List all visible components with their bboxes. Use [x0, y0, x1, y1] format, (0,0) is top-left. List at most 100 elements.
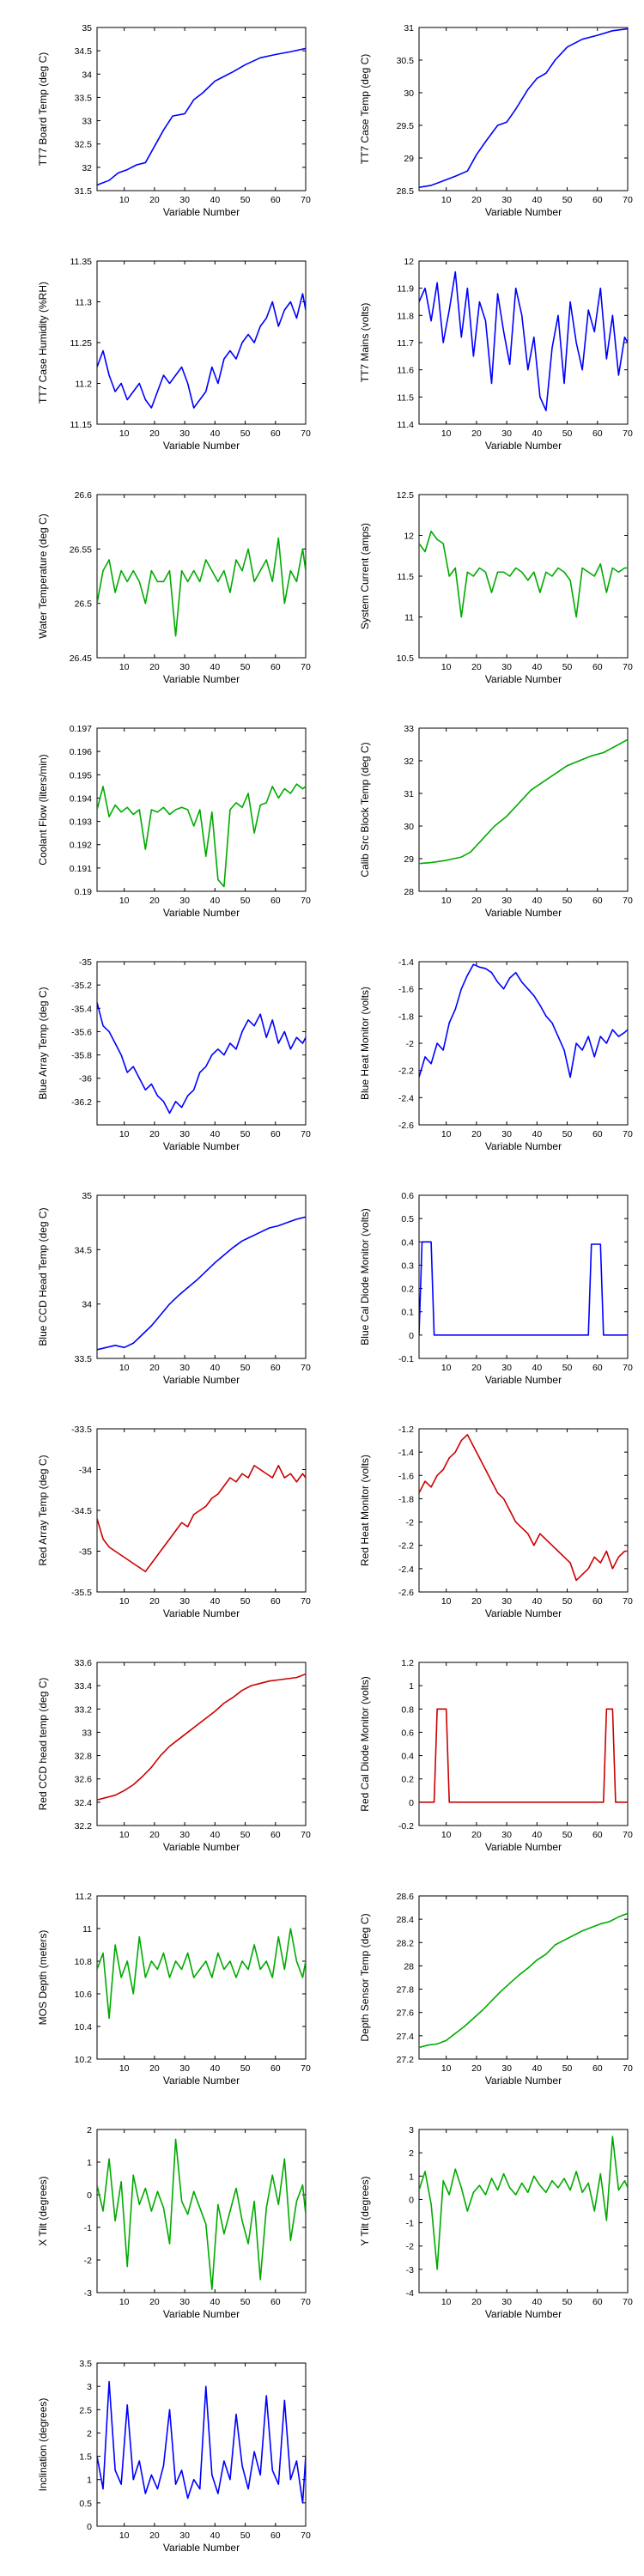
plot-area: [418, 961, 629, 1126]
chart-svg: 10.2 10.4 10.6 10.8 11 11.2 10 20 30 40 50 60 70 Vari…: [37, 1892, 311, 2087]
x-tick-label: 20: [471, 1129, 482, 1139]
chart-svg: -35.5 -35 -34.5 -34 -33.5 10 20 30 40 50 60 70 Varia…: [37, 1425, 311, 1619]
y-tick-label: -35.4: [71, 1004, 92, 1014]
x-tick-label: 10: [119, 1129, 130, 1139]
x-tick-label: 30: [179, 1129, 190, 1139]
chart-svg: 11.4 11.5 11.6 11.7 11.8 11.9 12 10 20 30 40 50 60 70…: [359, 257, 633, 452]
x-tick-label: 60: [270, 1596, 281, 1607]
x-tick-label: 30: [501, 896, 512, 906]
series-line: [419, 270, 628, 411]
x-tick-label: 40: [210, 1596, 221, 1607]
y-tick-label: 0.3: [401, 1261, 414, 1271]
x-tick-label: 40: [210, 195, 221, 205]
x-tick-label: 50: [562, 428, 573, 439]
y-tick-label: 34: [82, 70, 92, 80]
x-tick-label: 40: [532, 428, 543, 439]
x-tick-label: 30: [501, 1596, 512, 1607]
chart-panel: 27.2 27.4 27.6 27.8 28 28.2 28.4 28.6 10 20 30 40 50…: [322, 1868, 644, 2102]
x-tick-label: 20: [149, 2530, 160, 2541]
x-tick-label: 40: [210, 428, 221, 439]
x-tick-label: 60: [270, 1830, 281, 1840]
y-tick-label: -1.6: [398, 985, 414, 995]
x-tick-label: 60: [270, 2063, 281, 2074]
y-axis-label: Y Tilt (degrees): [359, 2176, 371, 2245]
y-tick-label: 35: [82, 23, 92, 33]
x-tick-label: 50: [562, 1129, 573, 1139]
y-tick-label: -2: [406, 1039, 414, 1049]
chart-svg: -0.1 0 0.1 0.2 0.3 0.4 0.5 0.6 10 20 30 40 50 60 70 Var…: [359, 1191, 633, 1386]
y-tick-label: 34: [82, 1300, 92, 1310]
x-tick-label: 70: [301, 428, 311, 439]
x-axis-label: Variable Number: [163, 673, 240, 685]
y-tick-label: -2.4: [398, 1564, 414, 1575]
y-tick-label: 0.1: [401, 1308, 414, 1318]
chart-panel: 31.5 32 32.5 33 33.5 34 34.5 35 10 20 30 40 50 60 70 Va…: [0, 0, 322, 234]
x-tick-label: 40: [532, 1363, 543, 1373]
x-tick-label: 50: [240, 662, 251, 672]
x-axis-label: Variable Number: [163, 1374, 240, 1386]
x-tick-label: 70: [301, 2530, 311, 2541]
x-tick-label: 40: [210, 2063, 221, 2074]
x-tick-label: 60: [270, 428, 281, 439]
y-tick-label: 1: [87, 2158, 92, 2168]
x-tick-label: 70: [623, 428, 633, 439]
x-tick-label: 30: [501, 1830, 512, 1840]
x-tick-label: 30: [501, 662, 512, 672]
series-line: [419, 2136, 628, 2270]
x-tick-label: 10: [119, 428, 130, 439]
chart-panel: -3 -2 -1 0 1 2 10 20 30 40 50 60 70 Variable Number X …: [0, 2102, 322, 2336]
y-axis-label: Water Temperature (deg C): [37, 513, 49, 638]
y-tick-label: 28: [404, 1961, 414, 1971]
y-tick-label: -1: [406, 2219, 414, 2229]
y-tick-label: -2: [406, 1518, 414, 1528]
series-line: [419, 1241, 628, 1336]
y-tick-label: 10.8: [75, 1957, 93, 1967]
x-tick-label: 50: [562, 2297, 573, 2307]
x-tick-label: 70: [301, 896, 311, 906]
y-axis-label: Blue CCD Head Temp (deg C): [37, 1207, 49, 1346]
y-tick-label: -0.1: [398, 1354, 414, 1364]
y-tick-label: 26.55: [70, 544, 92, 555]
series-line: [97, 537, 306, 637]
plot-area: [418, 2129, 629, 2293]
y-tick-label: 1.2: [401, 1658, 414, 1668]
x-tick-label: 40: [532, 1830, 543, 1840]
chart-svg: 26.45 26.5 26.55 26.6 10 20 30 40 50 60 70 Variable…: [37, 490, 311, 685]
x-tick-label: 70: [301, 1830, 311, 1840]
series-line: [419, 530, 628, 618]
y-tick-label: 33.4: [75, 1681, 93, 1692]
x-tick-label: 30: [501, 2063, 512, 2074]
x-tick-label: 50: [562, 1363, 573, 1373]
chart-svg: 28 29 30 31 32 33 10 20 30 40 50 60 70 Variable Numbe…: [359, 724, 633, 919]
y-tick-label: -35.2: [71, 981, 92, 991]
x-tick-label: 70: [301, 662, 311, 672]
y-tick-label: 11.2: [75, 380, 92, 390]
x-tick-label: 20: [471, 662, 482, 672]
x-axis-label: Variable Number: [485, 206, 562, 218]
x-tick-label: 70: [301, 195, 311, 205]
x-tick-label: 60: [592, 2063, 603, 2074]
x-tick-label: 50: [240, 1129, 251, 1139]
x-tick-label: 10: [441, 1129, 452, 1139]
y-tick-label: 33: [82, 117, 92, 127]
plot-area: [96, 27, 307, 191]
x-tick-label: 30: [179, 662, 190, 672]
x-tick-label: 60: [270, 896, 281, 906]
x-tick-label: 30: [501, 428, 512, 439]
y-tick-label: 12: [404, 532, 414, 542]
y-tick-label: 32: [82, 163, 92, 173]
x-tick-label: 30: [179, 428, 190, 439]
y-tick-label: 0: [409, 1331, 414, 1341]
x-tick-label: 40: [532, 195, 543, 205]
y-axis-label: MOS Depth (meters): [37, 1930, 49, 2026]
x-tick-label: 70: [301, 1596, 311, 1607]
y-tick-label: 0.197: [70, 724, 92, 734]
x-tick-label: 60: [592, 662, 603, 672]
x-tick-label: 60: [592, 1830, 603, 1840]
series-line: [419, 738, 628, 865]
y-tick-label: -2.6: [398, 1588, 414, 1598]
y-tick-label: 0.6: [401, 1191, 414, 1201]
y-axis-label: TT7 Board Temp (deg C): [37, 52, 49, 167]
chart-panel: 0.19 0.191 0.192 0.193 0.194 0.195 0.196 0.197 1…: [0, 701, 322, 934]
chart-svg: 33.5 34 34.5 35 10 20 30 40 50 60 70 Variable Numbe…: [37, 1191, 311, 1386]
